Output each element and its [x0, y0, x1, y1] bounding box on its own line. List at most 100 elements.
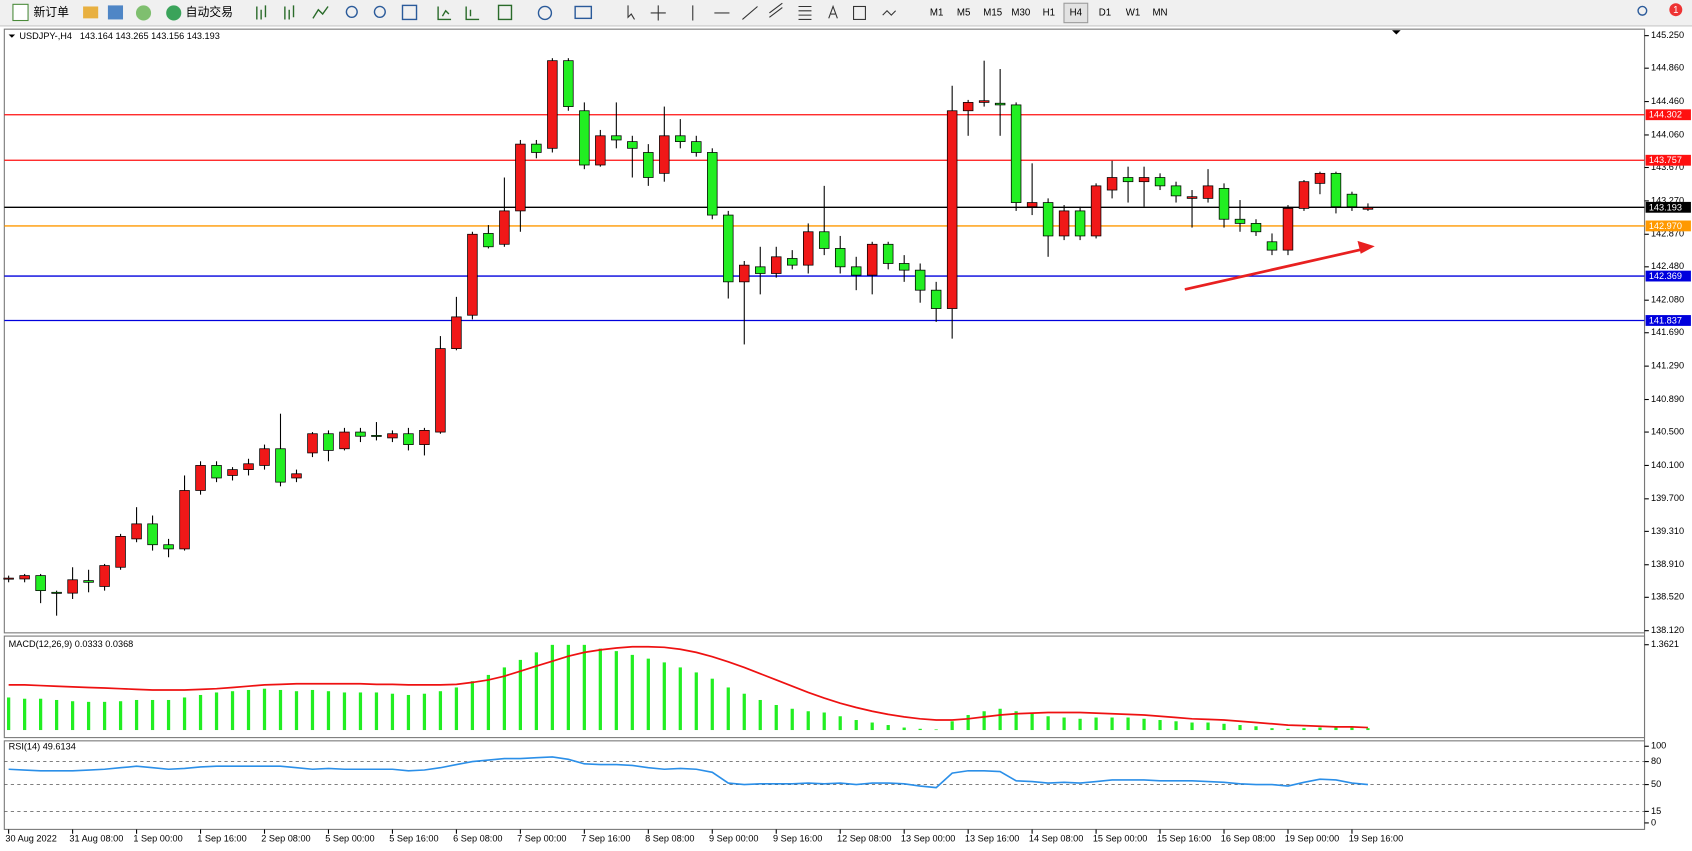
macd-bar [518, 659, 522, 731]
crosshair-icon[interactable] [650, 5, 666, 21]
candle-body [371, 435, 382, 437]
tile-icon[interactable] [401, 4, 418, 21]
candle-body [355, 431, 366, 437]
candle-body [1186, 196, 1198, 199]
x-tick-label: 8 Sep 08:00 [645, 834, 694, 844]
macd-bar [278, 689, 283, 731]
arrow-shaft [1184, 248, 1363, 291]
macd-bar [1110, 717, 1114, 731]
macd-bar [1222, 723, 1226, 731]
new-order-icon[interactable] [12, 3, 29, 22]
zoom-out-icon[interactable] [373, 5, 386, 18]
level-label-bg [1645, 109, 1691, 121]
timeframe-button[interactable]: D1 [1099, 8, 1111, 19]
y-tick-label: 142.480 [1651, 261, 1684, 271]
y-tick-label: 143.670 [1651, 162, 1684, 172]
candle-body [323, 433, 334, 451]
macd-title: MACD(12,26,9) 0.0333 0.0368 [9, 639, 134, 649]
candle-body [850, 266, 862, 276]
macd-bar [774, 704, 778, 731]
macd-bar [694, 672, 698, 731]
new-order-button[interactable]: 新订单 [33, 5, 69, 19]
macd-bar [1318, 727, 1322, 731]
arrows-icon[interactable] [882, 10, 897, 16]
icon[interactable] [83, 6, 99, 19]
draw-tools[interactable] [627, 2, 897, 21]
macd-bar [982, 711, 986, 731]
timeframe-button[interactable]: MN [1152, 8, 1167, 19]
trendline-icon[interactable] [742, 6, 758, 20]
period-icon[interactable] [537, 5, 553, 21]
y-tick-label: 140.890 [1651, 394, 1684, 404]
shift-icon[interactable] [465, 6, 480, 21]
menu-triangle[interactable] [8, 34, 16, 38]
label-icon[interactable] [853, 5, 866, 20]
macd-bar [262, 688, 267, 731]
macd-bar [1206, 722, 1210, 731]
macd-bar [934, 729, 938, 731]
tool-icons[interactable] [256, 4, 593, 21]
timeframe-button[interactable]: W1 [1126, 8, 1141, 19]
icon[interactable] [135, 5, 152, 21]
timeframe-button[interactable]: M30 [1011, 8, 1030, 19]
y-tick-label: 100 [1651, 741, 1666, 751]
zoom-in-icon[interactable] [345, 5, 358, 18]
macd-bar [678, 667, 682, 731]
candle-body [275, 448, 286, 483]
channel-icon[interactable] [769, 2, 783, 18]
candle-body [83, 580, 94, 583]
macd-bar [710, 678, 714, 731]
candle-body [755, 266, 766, 274]
y-tick-label: 15 [1651, 806, 1661, 816]
macd-bar [614, 651, 618, 731]
timeframes: M1 M5 M15 M30 H1 H4 D1 W1 MN [930, 8, 1168, 19]
candle-body [834, 248, 846, 268]
timeframe-button[interactable]: H1 [1043, 8, 1055, 19]
x-tick-label: 14 Sep 08:00 [1029, 834, 1083, 844]
scroll-icon[interactable] [437, 6, 452, 21]
candle-body [611, 135, 622, 141]
macd-bar [166, 699, 171, 731]
auto-trade-icon[interactable] [166, 5, 182, 21]
notification-count[interactable]: 1 [1673, 5, 1678, 16]
macd-bar [582, 644, 586, 731]
ohlc-readout: 143.164 143.265 143.156 143.193 [80, 31, 220, 41]
candle-body [707, 152, 718, 216]
macd-bar [294, 691, 299, 731]
level-label: 142.369 [1649, 271, 1682, 281]
y-tick-label: 144.060 [1651, 129, 1684, 139]
candle-icon[interactable] [284, 5, 295, 20]
candle-body [1106, 177, 1118, 191]
fibo-icon[interactable] [798, 5, 812, 20]
candle-body [1010, 104, 1022, 203]
candle-body [211, 465, 222, 479]
candle-body [978, 100, 990, 103]
candle-body [3, 577, 14, 580]
candle-body [435, 348, 446, 433]
bar-chart-icon[interactable] [256, 5, 267, 20]
macd-bar [870, 722, 874, 731]
notification-badge[interactable] [1669, 3, 1683, 17]
candle-body [691, 141, 702, 153]
auto-trade-button[interactable]: 自动交易 [186, 5, 233, 19]
candle-body [1282, 208, 1294, 251]
text-icon[interactable] [828, 4, 838, 19]
rsi-line [8, 756, 1369, 789]
timeframe-button[interactable]: M15 [983, 8, 1002, 19]
level-label-bg [1645, 154, 1691, 166]
macd-bar [950, 721, 954, 731]
x-tick-label: 6 Sep 08:00 [453, 834, 502, 844]
icon[interactable] [107, 5, 124, 20]
cursor-icon[interactable] [627, 5, 635, 20]
timeframe-button[interactable]: M5 [957, 8, 970, 19]
x-tick-label: 9 Sep 16:00 [773, 834, 822, 844]
candle-body [946, 110, 958, 309]
search-icon[interactable] [1637, 5, 1648, 16]
timeframe-button[interactable]: H4 [1070, 8, 1083, 19]
template-icon[interactable] [574, 5, 593, 20]
timeframe-button[interactable]: M1 [930, 8, 943, 19]
indicators-icon[interactable] [497, 4, 513, 21]
macd-bar [118, 701, 123, 731]
line-icon[interactable] [312, 6, 329, 19]
